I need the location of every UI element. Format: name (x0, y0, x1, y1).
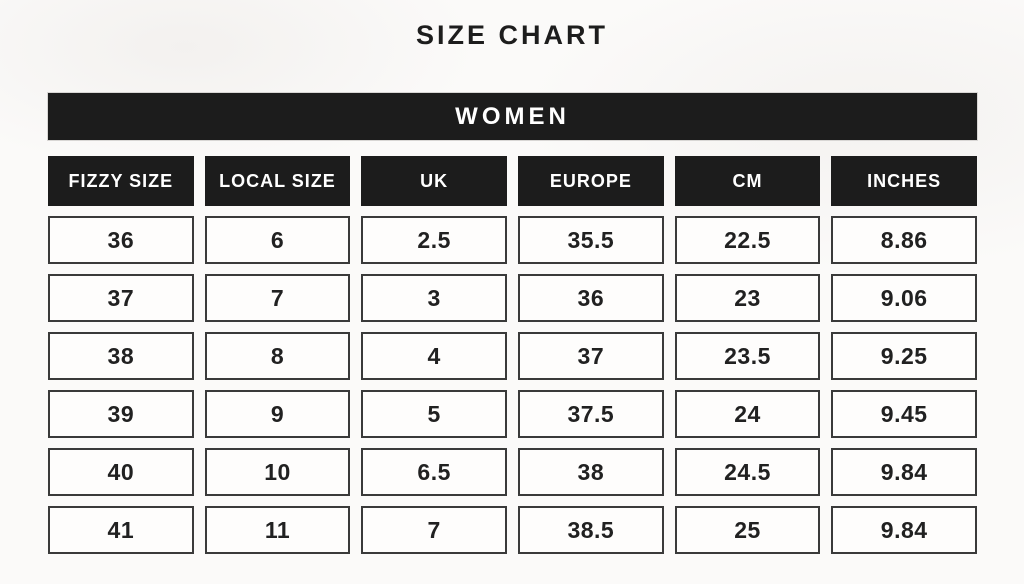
table-cell: 7 (361, 506, 507, 554)
table-cell: 41 (48, 506, 194, 554)
table-cell: 37.5 (518, 390, 664, 438)
table-cell: 22.5 (674, 216, 821, 264)
table-cell: 9.25 (831, 332, 977, 380)
column-header-europe: EUROPE (518, 156, 664, 206)
table-cell: 24.5 (674, 448, 821, 496)
table-cell: 36 (518, 274, 664, 322)
table-cell: 9.84 (831, 448, 977, 496)
table-cell: 8.86 (831, 216, 977, 264)
column-header-cm: CM (674, 156, 821, 206)
size-chart-table: WOMEN FIZZY SIZE LOCAL SIZE UK EUROPE CM… (48, 93, 977, 554)
table-cell: 24 (674, 390, 821, 438)
table-cell: 36 (48, 216, 194, 264)
table-cell: 25 (674, 506, 821, 554)
column-header-uk: UK (361, 156, 507, 206)
table-cell: 6 (204, 216, 351, 264)
column-header-inches: INCHES (831, 156, 977, 206)
table-cell: 7 (204, 274, 351, 322)
table-cell: 2.5 (361, 216, 507, 264)
page-title: SIZE CHART (416, 20, 608, 50)
table-cell: 3 (361, 274, 507, 322)
table-cell: 23 (674, 274, 821, 322)
table-cell: 23.5 (674, 332, 821, 380)
table-cell: 35.5 (518, 216, 664, 264)
table-cell: 37 (518, 332, 664, 380)
table-cell: 11 (204, 506, 351, 554)
table-cell: 39 (48, 390, 194, 438)
table-cell: 38.5 (518, 506, 664, 554)
table-cell: 10 (204, 448, 351, 496)
table-cell: 9 (204, 390, 351, 438)
table-cell: 6.5 (361, 448, 507, 496)
table-cell: 37 (48, 274, 194, 322)
size-grid: FIZZY SIZE LOCAL SIZE UK EUROPE CM INCHE… (48, 156, 977, 554)
table-cell: 9.84 (831, 506, 977, 554)
section-banner-women: WOMEN (48, 93, 977, 140)
column-header-fizzy-size: FIZZY SIZE (48, 156, 194, 206)
table-cell: 4 (361, 332, 507, 380)
column-header-local-size: LOCAL SIZE (204, 156, 351, 206)
table-cell: 38 (48, 332, 194, 380)
table-cell: 9.06 (831, 274, 977, 322)
table-cell: 38 (518, 448, 664, 496)
table-cell: 40 (48, 448, 194, 496)
table-cell: 9.45 (831, 390, 977, 438)
table-cell: 5 (361, 390, 507, 438)
table-cell: 8 (204, 332, 351, 380)
